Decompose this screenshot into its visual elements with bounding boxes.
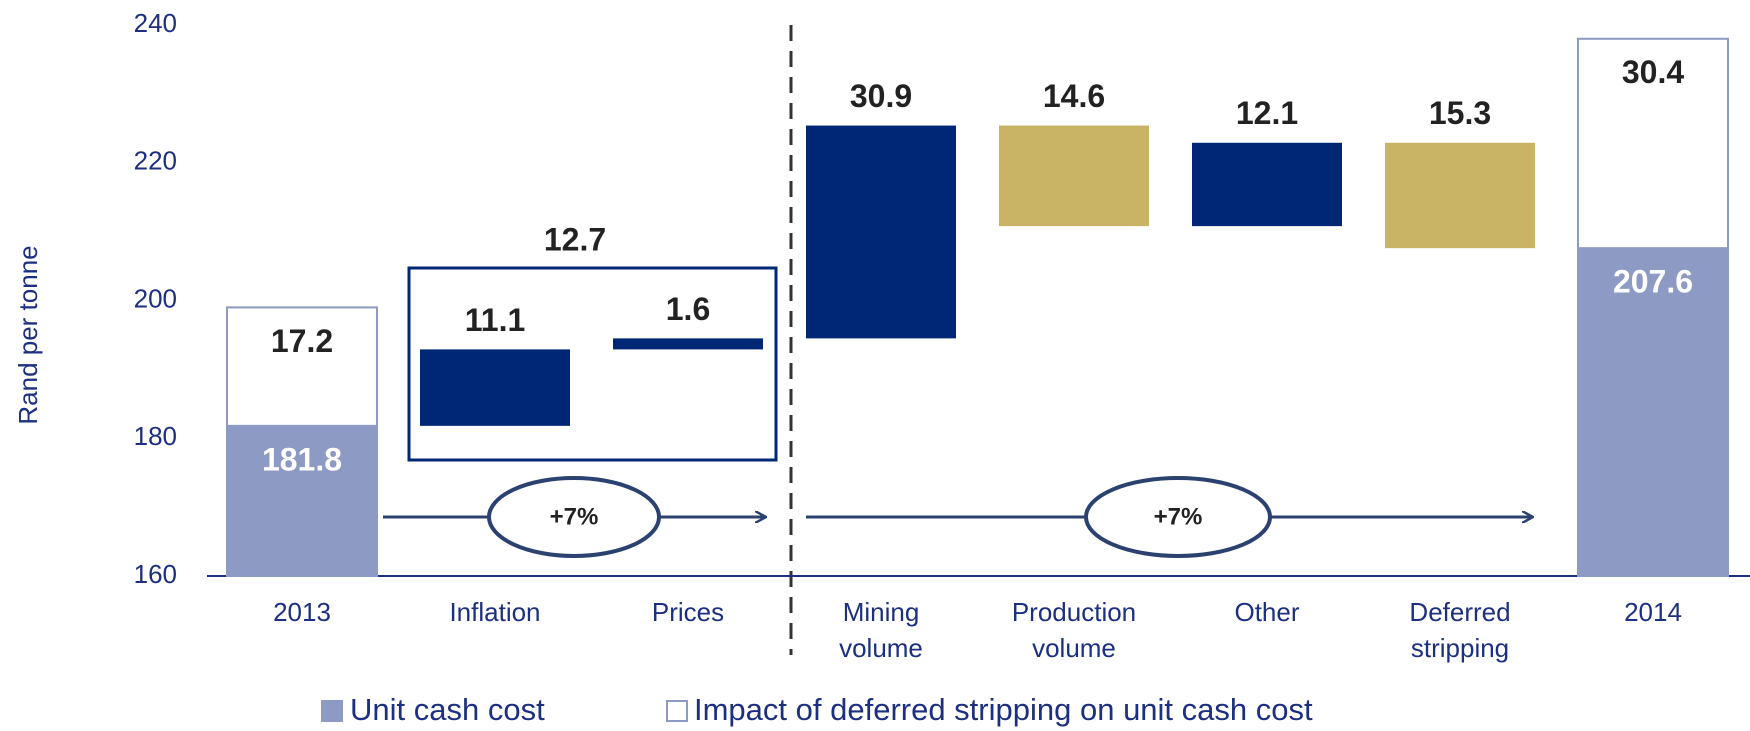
y-tick-label: 160: [134, 559, 177, 589]
change-bar: [806, 125, 956, 339]
change-bar: [1192, 142, 1342, 227]
x-tick-label: Other: [1234, 597, 1299, 627]
total-bar: [1577, 247, 1729, 577]
change-bar: [420, 349, 570, 426]
legend-swatch: [321, 700, 343, 722]
y-axis-label: Rand per tonne: [13, 245, 43, 424]
x-tick-label: volume: [1032, 633, 1116, 663]
value-label: 11.1: [465, 302, 526, 338]
growth-ellipse: [1084, 476, 1272, 558]
group-total: 12.7: [544, 221, 606, 257]
legend-label: Impact of deferred stripping on unit cas…: [694, 692, 1313, 727]
value-label: 30.9: [850, 78, 912, 114]
value-label: 207.6: [1613, 264, 1693, 300]
x-tick-label: Inflation: [449, 597, 540, 627]
growth-label: +7%: [550, 503, 599, 530]
total-bar: [226, 306, 378, 427]
growth-label: +7%: [1154, 503, 1203, 530]
value-label: 1.6: [666, 291, 710, 327]
value-label: 181.8: [262, 441, 342, 477]
value-label: 14.6: [1043, 78, 1105, 114]
growth-ellipse: [487, 476, 661, 558]
x-tick-label: stripping: [1411, 633, 1509, 663]
y-tick-label: 180: [134, 421, 177, 451]
y-tick-label: 200: [134, 283, 177, 313]
x-tick-label: Production: [1012, 597, 1136, 627]
value-label: 17.2: [271, 323, 333, 359]
change-bar: [1385, 142, 1535, 249]
x-tick-label: Mining: [843, 597, 920, 627]
x-tick-label: 2013: [273, 597, 331, 627]
total-bar: [1577, 37, 1729, 250]
y-tick-label: 240: [134, 8, 177, 38]
change-bar: [999, 125, 1149, 227]
group-box: [407, 266, 778, 462]
value-label: 30.4: [1622, 54, 1684, 90]
value-label: 15.3: [1429, 95, 1491, 131]
y-tick-label: 220: [134, 146, 177, 176]
value-label: 12.1: [1236, 95, 1298, 131]
legend-swatch: [666, 700, 688, 722]
total-bar: [226, 424, 378, 578]
change-bar: [613, 338, 763, 350]
x-tick-label: Prices: [652, 597, 724, 627]
x-tick-label: 2014: [1624, 597, 1682, 627]
legend-label: Unit cash cost: [350, 692, 545, 727]
x-tick-label: volume: [839, 633, 923, 663]
x-tick-label: Deferred: [1409, 597, 1510, 627]
